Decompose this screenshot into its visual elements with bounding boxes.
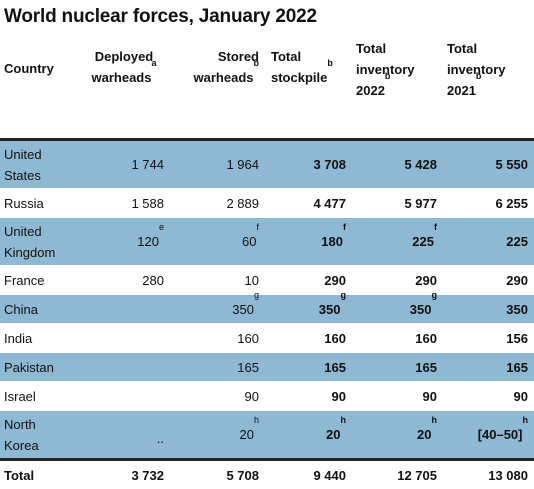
total-inv2022: 12 705 (352, 460, 443, 489)
footnote-marker: e (159, 222, 164, 232)
cell-total: 3 708 (265, 140, 352, 189)
total-inv2021: 13 080 (443, 460, 534, 489)
cell-total: 90 (265, 382, 352, 411)
cell-inv2021: 6 255 (443, 189, 534, 218)
table-row: China 350g 350g 350g 350 (0, 295, 534, 324)
cell-deployed (78, 353, 170, 382)
header-deployed-sup: a (151, 58, 156, 68)
cell-total: 160 (265, 324, 352, 353)
table-row: India 160 160 160 156 (0, 324, 534, 353)
cell-deployed: 120e (78, 218, 170, 266)
footnote-marker: f (343, 222, 346, 232)
table-row: Israel 90 90 90 90 (0, 382, 534, 411)
cell-country: Russia (0, 189, 78, 218)
cell-country: United States (0, 140, 78, 189)
cell-country: United Kingdom (0, 218, 78, 266)
cell-inv2022: 20h (352, 411, 443, 460)
header-inventory-2021: Total inventory 2021b (443, 34, 534, 140)
cell-total: 180f (265, 218, 352, 266)
cell-deployed: .. (78, 411, 170, 460)
cell-inv2021: 165 (443, 353, 534, 382)
cell-inv2022: 350g (352, 295, 443, 324)
nuclear-forces-table: Country Deployed warheadsa Stored warhea… (0, 34, 534, 489)
cell-stored: 90 (170, 382, 265, 411)
cell-inv2022: 90 (352, 382, 443, 411)
table-row: United States 1 744 1 964 3 708 5 428 5 … (0, 140, 534, 189)
total-deployed: 3 732 (78, 460, 170, 489)
cell-deployed (78, 324, 170, 353)
header-stored: Stored warheadsb (170, 34, 265, 140)
cell-deployed (78, 382, 170, 411)
footnote-marker: g (432, 290, 438, 300)
cell-inv2021: [40–50]h (443, 411, 534, 460)
cell-country: Pakistan (0, 353, 78, 382)
cell-deployed: 1 744 (78, 140, 170, 189)
cell-stored: 10 (170, 266, 265, 295)
table-row: North Korea .. 20h 20h 20h [40–50]h (0, 411, 534, 460)
cell-deployed (78, 295, 170, 324)
total-label: Total (0, 460, 78, 489)
cell-country: China (0, 295, 78, 324)
header-stored-sup: b (254, 58, 260, 68)
table-row: Russia 1 588 2 889 4 477 5 977 6 255 (0, 189, 534, 218)
cell-inv2021: 225 (443, 218, 534, 266)
cell-total: 350g (265, 295, 352, 324)
cell-inv2021: 350 (443, 295, 534, 324)
table-row: France 280 10 290 290 290 (0, 266, 534, 295)
total-stockpile: 9 440 (265, 460, 352, 489)
footnote-marker: g (254, 290, 259, 300)
cell-stored: 60f (170, 218, 265, 266)
cell-total: 165 (265, 353, 352, 382)
header-row: Country Deployed warheadsa Stored warhea… (0, 34, 534, 140)
footnote-marker: f (434, 222, 437, 232)
footnote-marker: h (523, 415, 529, 425)
page: World nuclear forces, January 2022 Count… (0, 0, 534, 471)
cell-stored: 1 964 (170, 140, 265, 189)
cell-country: India (0, 324, 78, 353)
cell-country: France (0, 266, 78, 295)
cell-inv2021: 5 550 (443, 140, 534, 189)
cell-inv2021: 156 (443, 324, 534, 353)
header-country: Country (0, 34, 78, 140)
footnote-marker: h (341, 415, 347, 425)
table-row: Pakistan 165 165 165 165 (0, 353, 534, 382)
page-title: World nuclear forces, January 2022 (4, 6, 317, 28)
table-row: United Kingdom 120e 60f 180f 225f 225 (0, 218, 534, 266)
cell-total: 4 477 (265, 189, 352, 218)
header-total-sup: b (327, 58, 333, 68)
footnote-marker: f (256, 222, 259, 232)
total-stored: 5 708 (170, 460, 265, 489)
cell-inv2021: 290 (443, 266, 534, 295)
cell-stored: 20h (170, 411, 265, 460)
header-deployed: Deployed warheadsa (78, 34, 170, 140)
cell-stored: 165 (170, 353, 265, 382)
cell-inv2022: 5 977 (352, 189, 443, 218)
cell-total: 20h (265, 411, 352, 460)
cell-country: Israel (0, 382, 78, 411)
cell-stored: 2 889 (170, 189, 265, 218)
header-inv2021-sup: b (476, 71, 482, 81)
header-inv2022-sup: b (385, 71, 391, 81)
footnote-marker: h (254, 415, 259, 425)
cell-total: 290 (265, 266, 352, 295)
header-inventory-2022: Total inventory 2022b (352, 34, 443, 140)
cell-stored: 160 (170, 324, 265, 353)
total-row: Total 3 732 5 708 9 440 12 705 13 080 (0, 460, 534, 489)
footnote-marker: g (341, 290, 347, 300)
cell-inv2022: 225f (352, 218, 443, 266)
cell-inv2022: 5 428 (352, 140, 443, 189)
cell-inv2022: 165 (352, 353, 443, 382)
cell-inv2022: 160 (352, 324, 443, 353)
cell-country: North Korea (0, 411, 78, 460)
header-total-stockpile: Total stockpileb (265, 34, 352, 140)
footnote-marker: h (432, 415, 438, 425)
cell-stored: 350g (170, 295, 265, 324)
cell-deployed: 1 588 (78, 189, 170, 218)
cell-deployed: 280 (78, 266, 170, 295)
cell-inv2021: 90 (443, 382, 534, 411)
cell-inv2022: 290 (352, 266, 443, 295)
